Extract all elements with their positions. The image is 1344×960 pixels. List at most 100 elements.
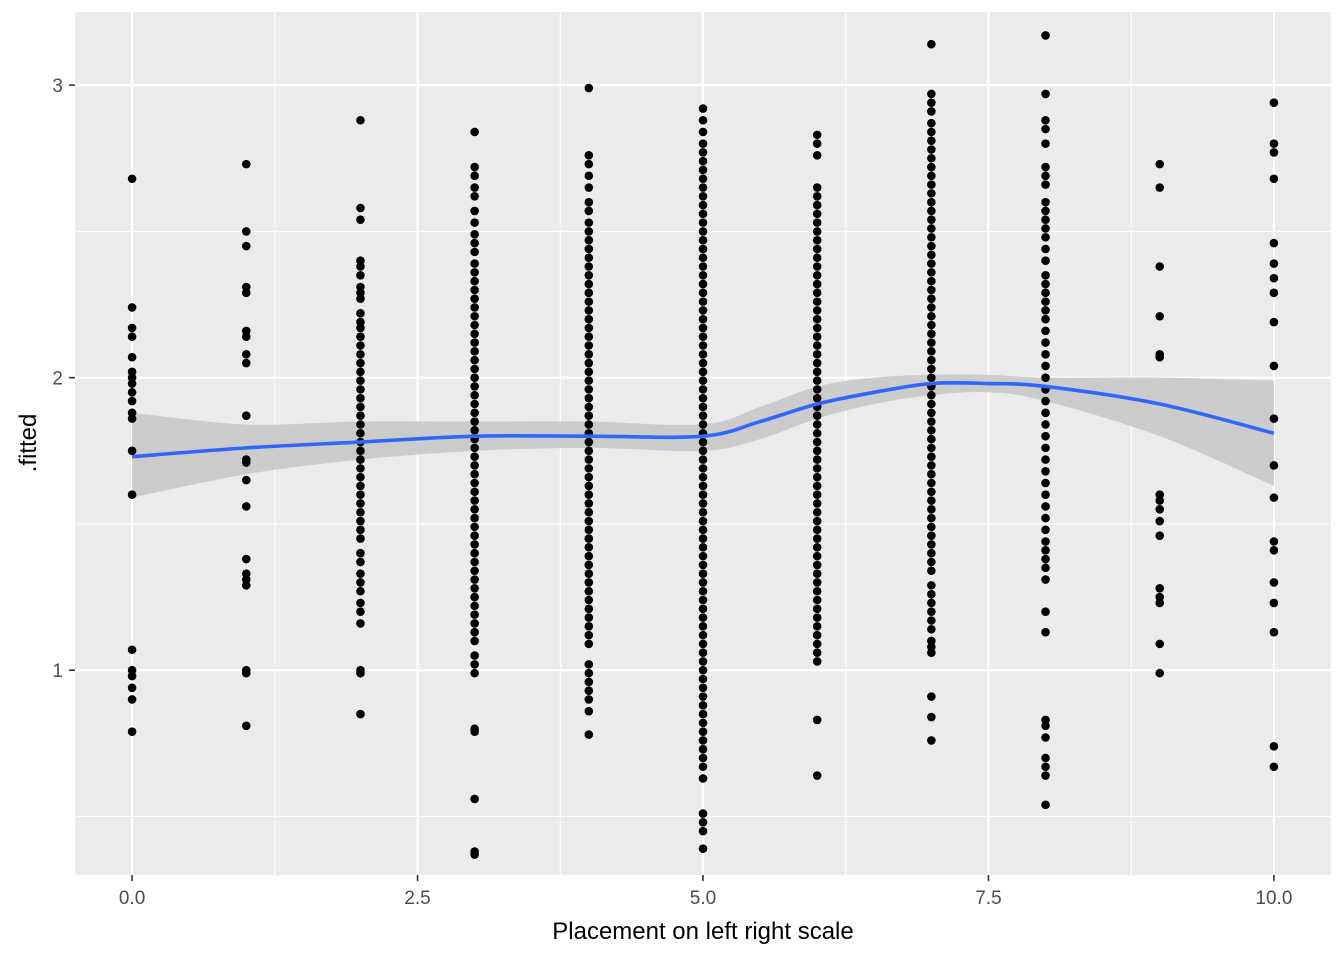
data-point	[470, 382, 479, 391]
data-point	[812, 507, 822, 517]
data-point	[698, 639, 708, 649]
data-point	[698, 809, 708, 818]
data-point	[241, 358, 251, 368]
data-point	[1041, 279, 1050, 289]
data-point	[812, 771, 822, 780]
data-point	[1269, 493, 1279, 502]
data-point	[1041, 420, 1050, 429]
data-point	[927, 206, 936, 216]
data-point	[698, 736, 708, 745]
data-point	[1041, 513, 1050, 523]
data-point	[1155, 531, 1165, 540]
data-point	[698, 288, 708, 298]
data-point	[470, 610, 479, 619]
data-point	[470, 513, 479, 523]
data-point	[1041, 490, 1050, 499]
data-point	[1041, 525, 1050, 535]
data-point	[470, 426, 479, 435]
data-point	[927, 692, 936, 701]
data-point	[927, 276, 936, 286]
data-point	[698, 270, 708, 280]
data-point	[927, 180, 936, 189]
data-point	[812, 428, 822, 438]
data-point	[812, 437, 822, 447]
data-point	[470, 285, 479, 295]
data-point	[1041, 139, 1050, 148]
data-point	[812, 604, 822, 614]
data-point	[1269, 238, 1279, 248]
data-point	[470, 531, 479, 540]
data-point	[356, 367, 365, 377]
data-point	[1041, 180, 1050, 189]
data-point	[470, 259, 479, 268]
data-point	[1041, 306, 1050, 315]
data-point	[241, 581, 251, 590]
data-point	[698, 323, 708, 333]
data-point	[584, 227, 594, 236]
data-point	[698, 385, 708, 394]
data-point	[927, 39, 936, 49]
data-point	[698, 701, 708, 710]
data-point	[1041, 721, 1050, 731]
data-point	[1041, 162, 1050, 172]
data-point	[812, 200, 822, 210]
data-point	[127, 174, 137, 184]
data-point	[356, 525, 365, 535]
data-point	[584, 525, 594, 535]
data-point	[698, 437, 708, 447]
data-point	[241, 668, 251, 678]
data-point	[584, 206, 594, 216]
data-point	[584, 730, 594, 739]
data-point	[356, 376, 365, 385]
data-point	[812, 534, 822, 543]
data-point	[698, 174, 708, 184]
data-point	[698, 774, 708, 783]
data-point	[812, 595, 822, 605]
data-point	[470, 329, 479, 339]
data-point	[1041, 297, 1050, 306]
data-point	[470, 727, 479, 736]
data-point	[127, 352, 137, 362]
data-point	[241, 241, 251, 251]
data-point	[812, 192, 822, 201]
data-point	[584, 183, 594, 192]
data-point	[927, 399, 936, 409]
data-point	[1041, 563, 1050, 573]
data-point	[1041, 361, 1050, 371]
data-point	[584, 668, 594, 678]
data-point	[470, 390, 479, 400]
data-point	[1269, 288, 1279, 298]
data-point	[584, 677, 594, 687]
x-axis-title: Placement on left right scale	[552, 918, 854, 945]
data-point	[812, 253, 822, 263]
data-point	[698, 341, 708, 350]
data-point	[356, 323, 365, 333]
data-point	[812, 499, 822, 508]
data-point	[470, 522, 479, 532]
data-point	[1041, 554, 1050, 564]
data-point	[356, 332, 365, 342]
data-point	[698, 826, 708, 836]
data-point	[356, 203, 365, 213]
data-point	[698, 262, 708, 271]
data-point	[470, 619, 479, 628]
data-point	[127, 414, 137, 423]
data-point	[584, 323, 594, 333]
data-point	[470, 408, 479, 418]
data-point	[812, 393, 822, 403]
data-point	[470, 548, 479, 558]
data-point	[127, 388, 137, 397]
data-point	[584, 490, 594, 499]
data-point	[356, 569, 365, 578]
data-point	[812, 639, 822, 649]
data-point	[812, 481, 822, 491]
data-point	[698, 279, 708, 289]
data-point	[1155, 505, 1165, 514]
data-point	[356, 393, 365, 403]
data-point	[927, 496, 936, 505]
data-point	[927, 285, 936, 295]
data-point	[1041, 771, 1050, 780]
data-point	[812, 151, 822, 160]
data-point	[1155, 516, 1165, 526]
data-point	[698, 657, 708, 666]
